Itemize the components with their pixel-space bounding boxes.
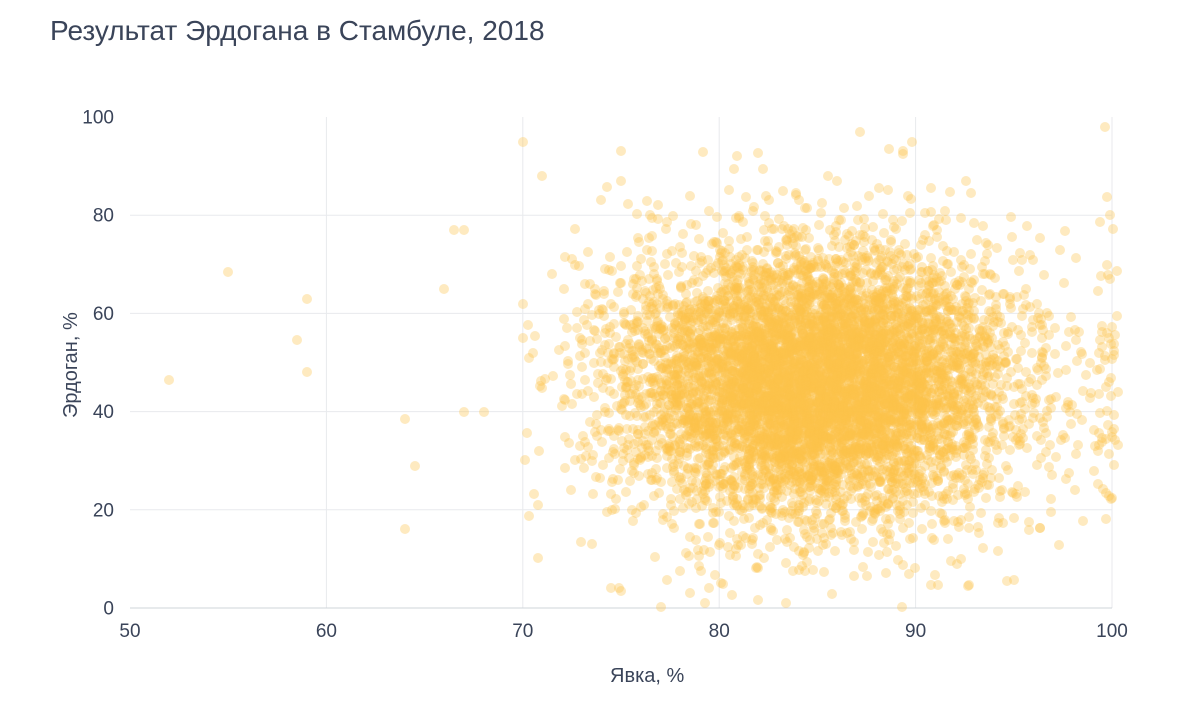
- svg-text:20: 20: [93, 500, 114, 521]
- svg-text:0: 0: [103, 599, 114, 620]
- svg-text:80: 80: [93, 206, 114, 227]
- svg-text:80: 80: [709, 621, 730, 642]
- svg-text:90: 90: [905, 621, 926, 642]
- svg-text:100: 100: [1096, 621, 1128, 642]
- svg-text:50: 50: [119, 621, 140, 642]
- svg-text:60: 60: [93, 304, 114, 325]
- svg-text:100: 100: [82, 108, 114, 129]
- svg-text:70: 70: [512, 621, 533, 642]
- svg-text:40: 40: [93, 402, 114, 423]
- svg-text:60: 60: [316, 621, 337, 642]
